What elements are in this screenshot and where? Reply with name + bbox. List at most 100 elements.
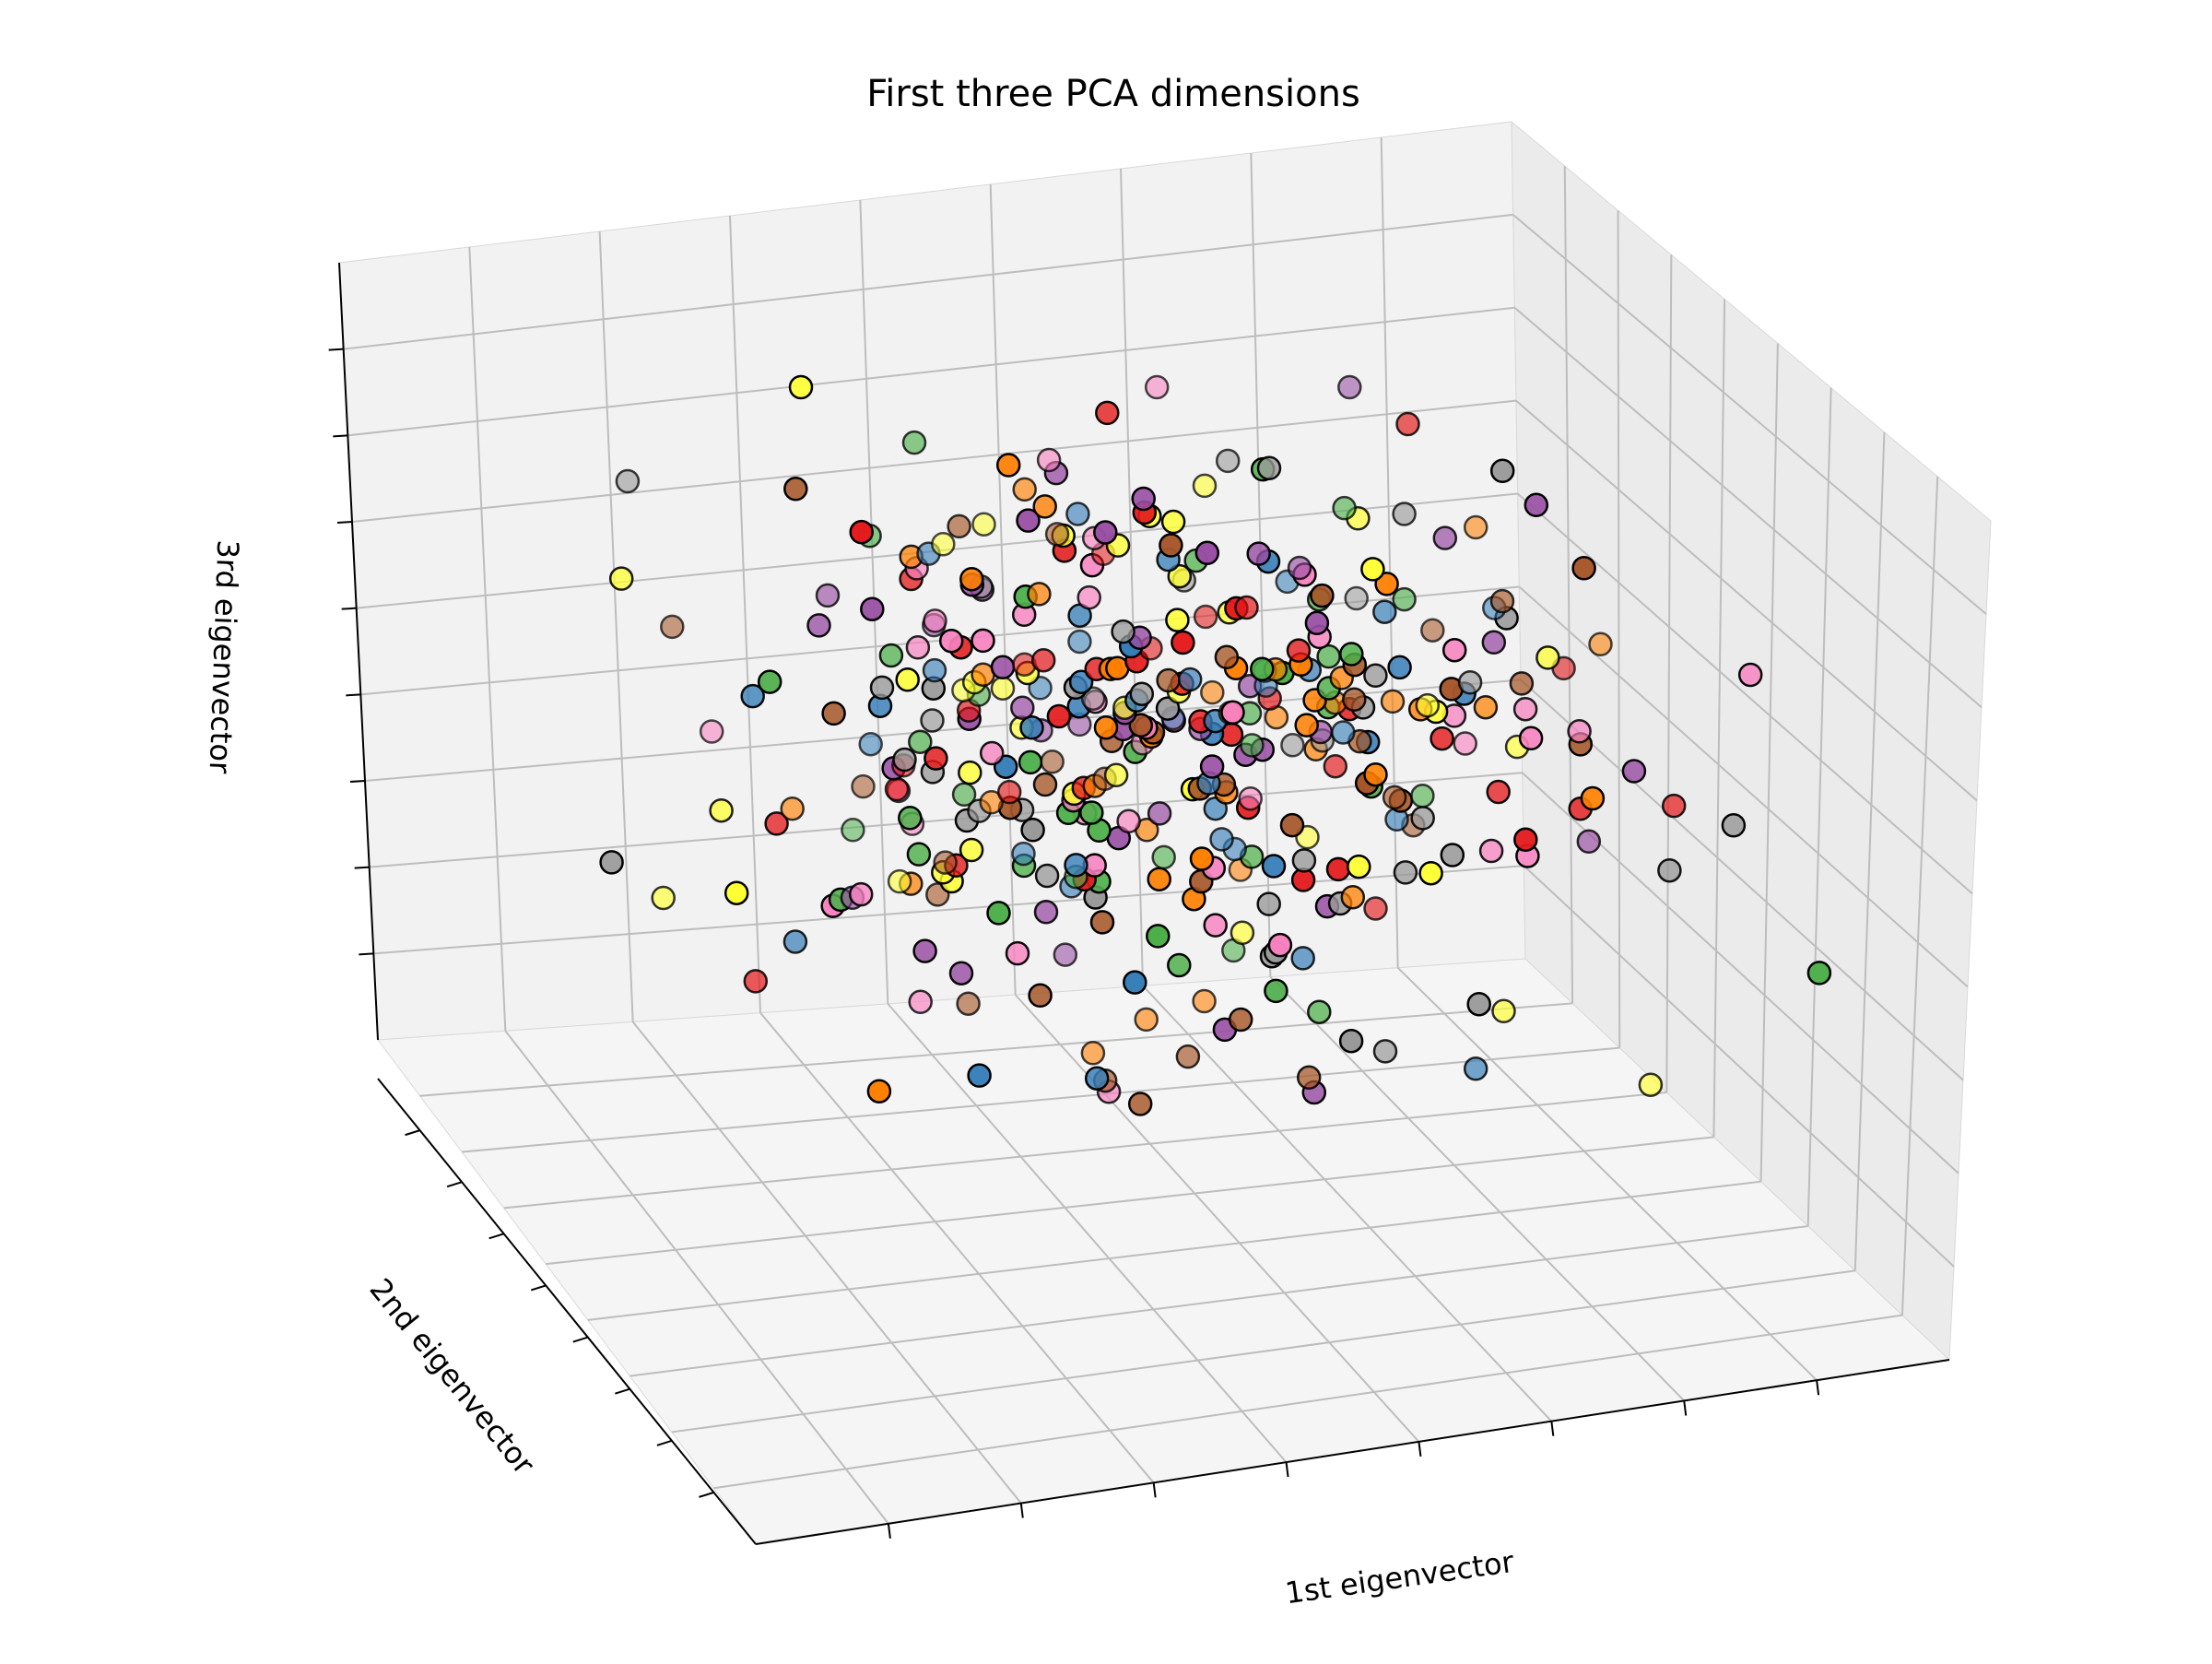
scatter-point xyxy=(887,868,912,894)
scatter-point xyxy=(1410,784,1435,808)
scatter-point xyxy=(1034,863,1060,889)
scatter-point xyxy=(1129,681,1155,706)
x-axis-tick xyxy=(887,1523,891,1539)
scatter-point xyxy=(1144,374,1170,400)
scatter-point xyxy=(1287,555,1312,581)
grid-line-back-x xyxy=(598,230,634,1022)
scatter-point xyxy=(979,790,1004,815)
scatter-point xyxy=(1393,860,1418,885)
scatter-point xyxy=(1380,689,1406,714)
scatter-point xyxy=(1466,991,1491,1017)
scatter-point xyxy=(1084,1066,1110,1091)
scatter-point xyxy=(1200,679,1225,705)
scatter-point xyxy=(1580,785,1606,811)
z-axis-label: 3rd eigenvector xyxy=(203,539,246,775)
grid-line-back-z xyxy=(351,399,1517,523)
scatter-point xyxy=(892,747,917,773)
scatter-point xyxy=(1339,642,1364,667)
scatter-point xyxy=(1372,599,1397,624)
grid-line-back-x xyxy=(989,183,1017,996)
scatter-point xyxy=(788,374,814,400)
scatter-point xyxy=(1481,630,1507,655)
scatter-point xyxy=(1261,854,1287,879)
scatter-point xyxy=(1010,695,1035,720)
scatter-point xyxy=(979,740,1005,766)
scatter-point xyxy=(869,675,895,701)
scatter-point xyxy=(1524,492,1549,518)
scatter-point xyxy=(1215,448,1241,474)
scatter-point xyxy=(1155,696,1181,721)
grid-line-back-z xyxy=(369,772,1523,868)
grid-line-floor-y xyxy=(462,1046,1620,1153)
scatter-point xyxy=(995,453,1021,478)
scatter-point xyxy=(1430,726,1454,751)
scatter-point xyxy=(1028,983,1053,1009)
grid-line-side-z xyxy=(1520,679,1964,1081)
grid-line-floor-x xyxy=(504,1030,889,1525)
scatter-point xyxy=(1737,662,1763,688)
scatter-point xyxy=(1721,813,1747,838)
scatter-point xyxy=(1512,696,1538,722)
scatter-point xyxy=(1420,618,1445,643)
scatter-point xyxy=(990,676,1016,701)
scatter-point xyxy=(971,628,995,654)
scatter-point xyxy=(860,596,885,621)
scatter-point xyxy=(1175,1044,1201,1069)
scatter-point xyxy=(1234,595,1259,620)
scatter-point xyxy=(1167,952,1192,978)
scatter-point xyxy=(884,776,910,802)
y-axis-tick xyxy=(405,1129,420,1137)
scatter-point xyxy=(806,613,831,638)
scatter-point xyxy=(841,818,865,843)
scatter-point xyxy=(1473,694,1499,720)
scatter-point xyxy=(1159,533,1183,558)
scatter-point xyxy=(1033,900,1059,925)
scatter-point xyxy=(1116,808,1141,834)
scatter-point xyxy=(1018,749,1043,775)
scatter-point xyxy=(912,938,937,963)
grid-line-back-x xyxy=(1120,168,1144,986)
z-axis-tick xyxy=(346,693,361,697)
scatter-point xyxy=(1806,961,1832,985)
grid-line-floor-x xyxy=(759,1012,1155,1483)
grid-line-side-y xyxy=(1900,476,1939,1316)
scatter-point xyxy=(958,760,982,785)
scatter-point xyxy=(1453,731,1477,756)
scatter-point xyxy=(1080,686,1106,711)
scatter-point xyxy=(1127,1092,1153,1116)
scatter-point xyxy=(1491,998,1516,1024)
grid-line-floor-x xyxy=(1014,994,1420,1443)
scatter-point xyxy=(1310,583,1335,608)
grid-line-back-z xyxy=(347,306,1515,437)
scatter-point xyxy=(1131,486,1156,512)
scatter-point xyxy=(1296,1065,1322,1091)
scatter-point xyxy=(1256,455,1282,481)
scatter-point xyxy=(1146,924,1171,949)
scatter-point xyxy=(1387,655,1412,680)
scatter-point xyxy=(1123,970,1147,995)
scatter-point xyxy=(1478,838,1504,864)
scatter-point xyxy=(1027,582,1052,607)
grid-line-floor-x xyxy=(1142,985,1553,1422)
scatter-point xyxy=(1441,637,1467,663)
scatter-point xyxy=(931,532,956,557)
axes-lines xyxy=(338,262,1950,1545)
scatter-point xyxy=(1267,932,1293,958)
x-axis-label: 1st eigenvector xyxy=(1283,1544,1517,1611)
grid-line-back-x xyxy=(729,215,761,1013)
scatter-point xyxy=(1489,588,1515,614)
grid-line-floor-y xyxy=(713,1314,1903,1490)
scatter-point xyxy=(1250,656,1275,681)
scatter-point xyxy=(1342,687,1367,712)
scatter-point xyxy=(1193,604,1218,630)
scatter-point xyxy=(1432,525,1458,550)
z-axis-tick xyxy=(354,866,370,869)
scatter-point xyxy=(996,779,1022,805)
scatter-point xyxy=(1228,1007,1253,1033)
x-axis-tick xyxy=(1418,1441,1422,1457)
scatter-point xyxy=(821,701,846,726)
scatter-point xyxy=(1012,477,1037,502)
scatter-point xyxy=(895,667,920,692)
scatter-point xyxy=(967,1063,992,1088)
scatter-point xyxy=(1046,703,1072,729)
